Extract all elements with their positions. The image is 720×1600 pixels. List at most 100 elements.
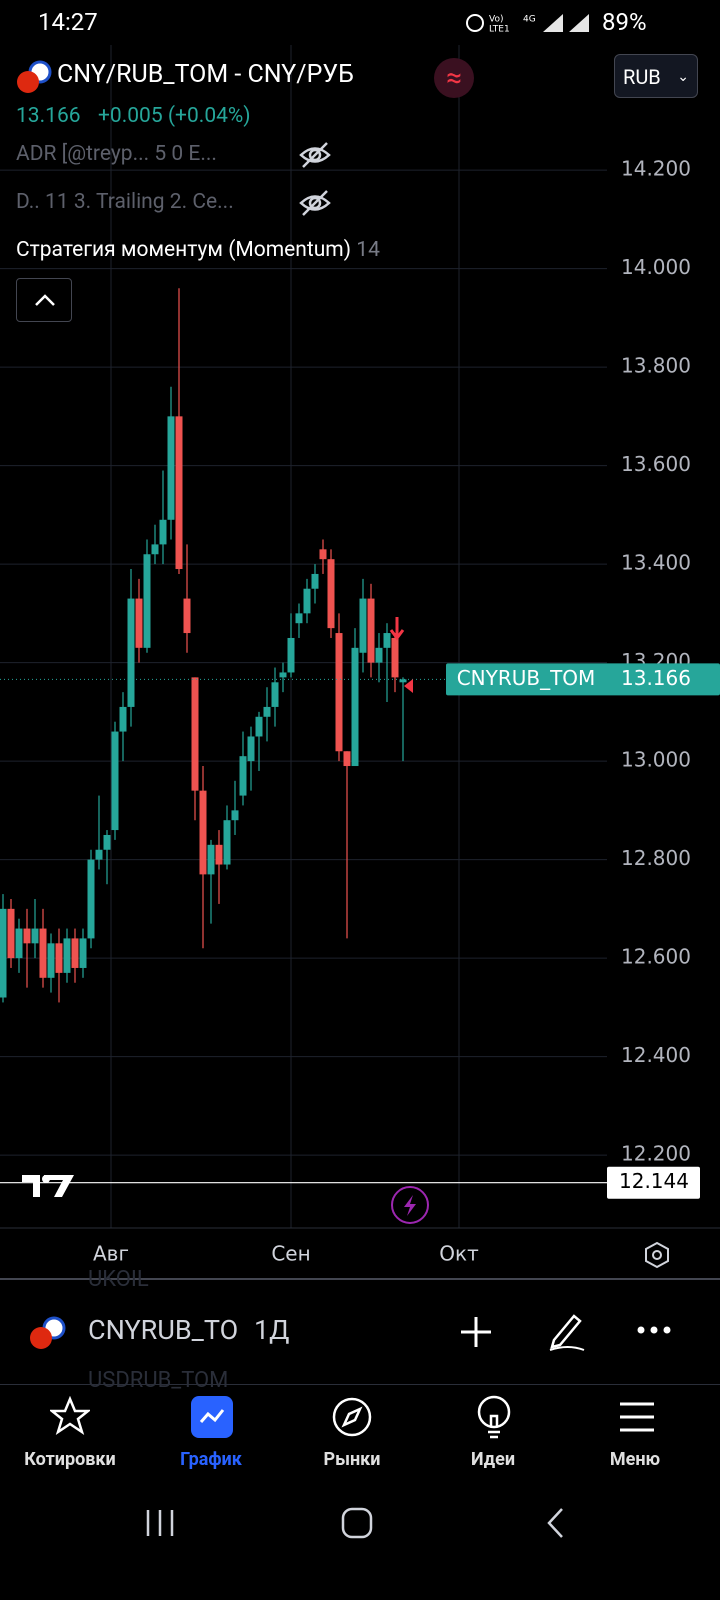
strategy-label: Стратегия моментум (Momentum) 14: [16, 238, 380, 262]
tv-logo: [22, 1175, 74, 1197]
toolbar-symbol[interactable]: CNYRUB_TOM: [88, 1314, 240, 1346]
candle-body: [391, 637, 399, 678]
y-tick-label: 14.200: [621, 157, 691, 181]
candle-body: [383, 633, 391, 648]
more-button[interactable]: [636, 1320, 672, 1344]
x-tick-label: Авг: [93, 1242, 129, 1266]
nav-label[interactable]: Меню: [609, 1449, 661, 1470]
settings-button[interactable]: [645, 1241, 669, 1269]
candle-body: [327, 559, 335, 629]
indicator-label: ADR [@treyp... 5 0 E...: [16, 142, 217, 166]
add-button[interactable]: [458, 1314, 494, 1354]
candle-body: [175, 416, 183, 570]
candle-body: [31, 928, 39, 944]
indicator-label: D.. 11 3. Trailing 2. Ce...: [16, 190, 234, 214]
candle-body: [319, 549, 327, 560]
candle-body: [71, 938, 79, 968]
y-tick-label: 13.000: [621, 748, 691, 772]
toolbar-interval[interactable]: 1Д: [254, 1314, 290, 1346]
hide-icon[interactable]: [298, 140, 332, 174]
candle-body: [367, 598, 375, 663]
price-tag-value: 13.166: [621, 666, 691, 690]
candle-body: [135, 598, 143, 648]
crosshair-tag-bg: [607, 1166, 700, 1199]
candle-body: [303, 588, 311, 614]
nav-label[interactable]: Рынки: [323, 1449, 381, 1470]
candle-body: [311, 573, 319, 589]
nav-icon[interactable]: [331, 1396, 373, 1442]
draw-button[interactable]: [546, 1310, 586, 1356]
candle-body: [215, 844, 223, 865]
candle-body: [79, 938, 87, 968]
candle-body: [151, 544, 159, 555]
y-tick-label: 12.400: [621, 1043, 691, 1067]
system-recent[interactable]: [144, 1506, 176, 1544]
collapse-button[interactable]: [16, 278, 72, 322]
candle-body: [7, 908, 15, 959]
x-tick-label: Сен: [271, 1242, 310, 1266]
strategy-name: Стратегия моментум (Momentum): [16, 238, 352, 262]
candle-body: [239, 756, 247, 796]
nav-icon[interactable]: [191, 1396, 233, 1438]
crosshair-tag-value: 12.144: [619, 1169, 689, 1193]
price: 13.166: [16, 104, 81, 128]
system-home[interactable]: [340, 1506, 374, 1544]
lightning-icon: [404, 1195, 416, 1216]
y-tick-label: 12.800: [621, 846, 691, 870]
y-tick-label: 13.400: [621, 551, 691, 575]
y-tick-label: 12.600: [621, 945, 691, 969]
candle-body: [183, 598, 191, 634]
nav-icon[interactable]: [48, 1395, 92, 1440]
svg-text:LTE1: LTE1: [489, 25, 510, 35]
exchange-badge: ≈: [434, 58, 474, 98]
candle-body: [207, 844, 215, 875]
y-tick-label: 12.200: [621, 1142, 691, 1166]
candle-body: [119, 706, 127, 732]
system-back[interactable]: [544, 1506, 568, 1544]
svg-text:4G: 4G: [523, 15, 536, 25]
flag-icon: [28, 1314, 68, 1358]
candle-body: [255, 716, 263, 737]
candle-body: [47, 943, 55, 978]
candle-body: [167, 416, 175, 520]
currency-select[interactable]: RUB ⌄: [614, 54, 698, 98]
candle-body: [87, 859, 95, 939]
candle-body: [335, 633, 343, 752]
candle-body: [63, 938, 71, 973]
candle-body: [191, 677, 199, 791]
svg-text:Vo): Vo): [489, 15, 503, 25]
candle-body: [111, 731, 119, 831]
candle-body: [247, 736, 255, 762]
strategy-value: 14: [356, 238, 380, 262]
candle-body: [351, 647, 359, 767]
hide-icon[interactable]: [298, 188, 332, 222]
candle-body: [23, 928, 31, 944]
nav-label[interactable]: Котировки: [24, 1449, 116, 1470]
candle-body: [39, 928, 47, 978]
candle-body: [231, 810, 239, 821]
candle-body: [95, 849, 103, 860]
candle-body: [55, 943, 63, 973]
currency-label: RUB: [623, 65, 661, 89]
candle-body: [263, 706, 271, 717]
nav-label[interactable]: Идеи: [470, 1449, 516, 1470]
nav-icon[interactable]: [474, 1394, 514, 1444]
nav-label[interactable]: График: [180, 1449, 242, 1470]
lightning-button[interactable]: [391, 1186, 429, 1224]
candle-body: [295, 613, 303, 624]
symbol-title[interactable]: CNY/RUB_TOM - CNY/РУБ: [57, 60, 354, 89]
candle-body: [375, 647, 383, 663]
price-change: +0.005 (+0.04%): [98, 104, 251, 128]
candle-body: [359, 598, 367, 653]
candle-body: [399, 679, 407, 683]
candle-body: [287, 637, 295, 673]
candle-body: [271, 682, 279, 707]
status-battery: 89%: [602, 8, 647, 36]
candle-body: [279, 672, 287, 678]
nav-icon[interactable]: [618, 1400, 656, 1438]
candle-body: [223, 820, 231, 865]
y-tick-label: 13.600: [621, 452, 691, 476]
price-tag-bg: [446, 663, 720, 696]
status-time: 14:27: [38, 8, 98, 36]
candle-body: [103, 834, 111, 850]
